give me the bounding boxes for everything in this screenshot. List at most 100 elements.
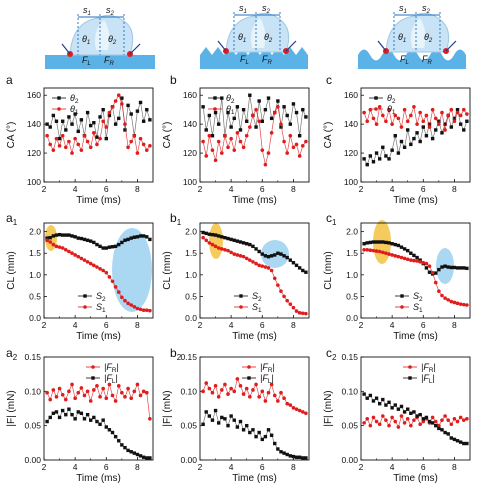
data-point (384, 418, 388, 422)
y-axis-title: CL (mm) (162, 251, 173, 290)
data-point (141, 119, 146, 123)
data-point (387, 423, 391, 428)
theta1-label: θ1 (82, 34, 90, 46)
data-point (141, 389, 146, 394)
y-axis-title: |F| (mN) (162, 390, 173, 426)
data-point (251, 244, 255, 249)
data-point (288, 302, 293, 306)
data-point (70, 251, 74, 256)
data-point (390, 148, 394, 152)
data-point (76, 390, 81, 395)
data-point (288, 403, 293, 407)
data-point (393, 419, 398, 424)
y-tick-label: 1.0 (346, 270, 358, 280)
data-point (254, 247, 258, 251)
data-point (362, 157, 366, 161)
y-tick-label: 0.05 (24, 421, 41, 431)
data-point (223, 235, 227, 240)
legend-label: θ2 (226, 93, 235, 105)
data-point (57, 386, 62, 391)
legend-label: |FR| (104, 362, 119, 374)
legend: |FR||FL| (86, 362, 119, 385)
data-point (424, 415, 429, 420)
data-point (427, 264, 432, 268)
data-point (365, 119, 370, 124)
data-point (424, 113, 429, 118)
data-point (390, 253, 394, 257)
data-point (126, 237, 130, 242)
data-point (120, 102, 124, 106)
series-line-|FR| (363, 415, 468, 428)
data-point (64, 128, 68, 132)
data-point (387, 252, 391, 256)
data-point (393, 134, 397, 138)
data-point (220, 388, 224, 392)
data-point (145, 456, 149, 460)
y-tick-label: 120 (27, 148, 41, 158)
data-point (138, 454, 143, 458)
data-point (260, 389, 265, 394)
data-point (48, 235, 52, 240)
data-point (282, 396, 286, 401)
data-point (368, 154, 373, 158)
data-point (232, 238, 236, 242)
data-point (48, 397, 53, 402)
data-point (79, 148, 84, 152)
data-point (465, 266, 469, 271)
data-point (79, 411, 84, 416)
data-point (235, 377, 240, 381)
data-point (455, 266, 460, 270)
x-tick-label: 6 (260, 184, 265, 194)
data-point (415, 255, 419, 260)
data-point (254, 382, 258, 387)
y-tick-label: 100 (183, 177, 197, 187)
data-point (427, 125, 432, 129)
y-tick-label: 1.0 (29, 270, 41, 280)
data-point (465, 119, 469, 123)
x-tick-label: 4 (73, 320, 78, 330)
data-point (92, 240, 96, 245)
data-point (226, 110, 230, 115)
data-point (129, 236, 133, 240)
data-point (110, 393, 115, 398)
y-tick-label: 0.15 (180, 352, 197, 362)
data-point (204, 128, 208, 132)
data-point (210, 232, 215, 237)
data-point (260, 148, 265, 152)
data-point (60, 246, 65, 250)
data-point (235, 239, 240, 243)
data-point (368, 423, 373, 428)
data-point (98, 266, 102, 271)
data-point (129, 139, 133, 144)
data-point (82, 133, 87, 138)
data-point (60, 119, 65, 123)
data-point (427, 270, 432, 274)
data-point (263, 162, 268, 167)
data-point (123, 298, 127, 303)
data-point (104, 136, 108, 141)
data-point (458, 415, 463, 420)
data-point (418, 260, 422, 264)
data-point (409, 423, 413, 428)
x-tick-label: 2 (42, 320, 47, 330)
plot-frame (43, 87, 154, 183)
data-point (129, 303, 133, 307)
data-point (365, 162, 369, 167)
data-point (207, 232, 212, 236)
data-point (64, 247, 68, 252)
series-line-|FR| (46, 383, 151, 419)
x-tick-label: 4 (73, 462, 78, 472)
data-point (371, 399, 376, 403)
data-point (434, 271, 438, 275)
y-tick-label: 0.5 (185, 291, 197, 301)
data-point (54, 410, 59, 414)
data-point (79, 118, 84, 122)
data-point (204, 231, 208, 236)
data-point (244, 256, 249, 261)
data-point (226, 392, 230, 396)
data-point (384, 240, 388, 245)
data-point (396, 243, 401, 248)
y-tick-label: 0.5 (346, 291, 358, 301)
